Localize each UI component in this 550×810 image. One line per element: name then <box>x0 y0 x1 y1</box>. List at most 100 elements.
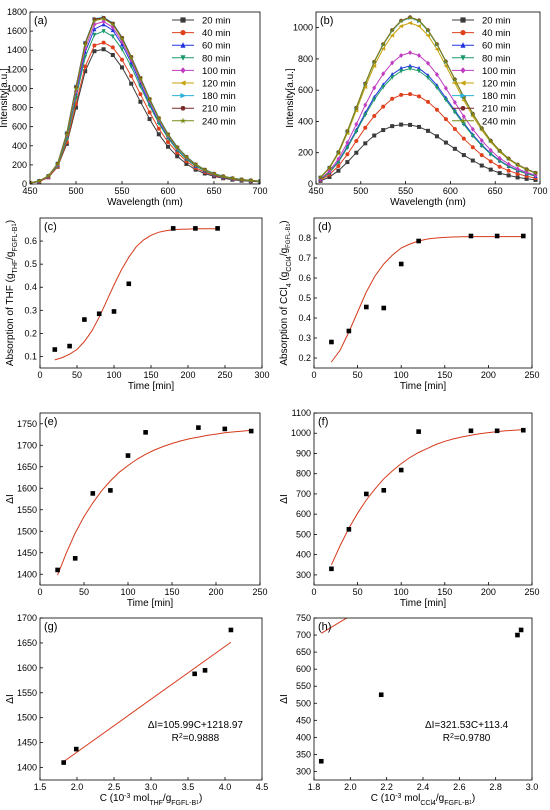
y-axis-title: ΔI <box>279 694 290 703</box>
data-point <box>211 170 217 177</box>
legend-marker <box>460 67 466 74</box>
data-point <box>408 66 413 72</box>
data-point <box>147 110 152 115</box>
data-point <box>479 125 485 131</box>
data-point <box>532 170 539 176</box>
data-point <box>202 668 208 673</box>
data-point <box>353 105 359 111</box>
legend-label: 210 min <box>482 104 516 115</box>
y-tick-label: 350 <box>296 749 311 759</box>
y-tick-label: 1550 <box>17 688 37 698</box>
x-axis-title: Wavelength (nm) <box>107 197 183 208</box>
y-tick-label: 1400 <box>17 763 37 773</box>
data-point <box>390 75 395 80</box>
y-tick-label: 0.8 <box>298 233 311 243</box>
panel-label: (d) <box>318 221 331 233</box>
x-axis-title: C (10-3 molTHF/gFGFL-B1) <box>100 793 203 807</box>
plot-frame <box>313 217 533 369</box>
x-tick-label: 1.8 <box>308 782 321 792</box>
data-point <box>398 467 404 473</box>
y-tick-label: 1200 <box>7 64 27 74</box>
data-point <box>434 72 439 78</box>
data-point <box>390 60 395 66</box>
data-point <box>524 176 529 181</box>
panel-label: (a) <box>34 15 47 27</box>
data-point <box>327 174 332 179</box>
data-point <box>326 164 333 171</box>
data-point <box>228 627 234 633</box>
data-point <box>166 144 170 149</box>
data-point <box>407 20 413 25</box>
data-point <box>452 110 457 115</box>
data-point <box>147 117 152 122</box>
data-point <box>346 527 352 532</box>
plot-frame <box>315 11 541 185</box>
x-title-sub: 1 <box>469 800 472 806</box>
y-title-part: Absorption of THF (g <box>5 273 16 366</box>
data-point <box>390 96 395 101</box>
x-tick-label: 2.5 <box>108 782 121 792</box>
data-point <box>248 177 254 183</box>
y-tick-label: 700 <box>296 630 311 640</box>
x-tick-label: 3.0 <box>526 782 539 792</box>
x-tick-label: 150 <box>437 370 452 380</box>
data-point <box>193 226 198 231</box>
data-point <box>92 43 97 48</box>
data-point <box>229 175 236 181</box>
plot-frame <box>313 412 533 586</box>
data-point <box>372 97 377 103</box>
legend-label: 180 min <box>482 91 516 102</box>
y-tick-label: 0.7 <box>298 253 311 263</box>
plot-data <box>55 425 254 576</box>
y-tick-label: 0.6 <box>24 236 37 246</box>
y-tick-label: 0.4 <box>298 313 311 323</box>
fit-curve <box>57 429 252 576</box>
y-tick-label: 1650 <box>17 462 37 472</box>
x-axis-title: Time [min] <box>127 598 174 609</box>
x-tick-label: 50 <box>72 370 82 380</box>
data-point <box>417 94 422 99</box>
data-point <box>363 141 368 146</box>
x-tick-label: 200 <box>481 370 496 380</box>
x-tick-label: 200 <box>481 587 496 597</box>
data-point <box>497 159 502 164</box>
y-tick-label: 1450 <box>17 738 37 748</box>
y-tick-label: 450 <box>296 715 311 725</box>
y-tick-label: 0 <box>308 179 313 189</box>
x-tick-label: 4.5 <box>256 782 269 792</box>
x-tick-label: 0 <box>37 587 42 597</box>
data-point <box>101 47 106 52</box>
data-point <box>417 68 422 74</box>
r2-sup: 2 <box>450 733 454 740</box>
plot-frame <box>313 617 533 781</box>
y-axis-title: Intensity[a.u.] <box>0 68 10 128</box>
data-point <box>165 131 171 138</box>
legend-label: 120 min <box>202 79 236 90</box>
x-tick-label: 250 <box>524 370 539 380</box>
data-point <box>257 178 260 184</box>
data-point <box>426 99 430 104</box>
data-point <box>443 140 448 145</box>
r2-part: =0.9888 <box>183 733 220 744</box>
data-point <box>426 75 430 81</box>
y-axis-title: Intensity[a.u.] <box>285 68 296 128</box>
data-point <box>73 746 79 752</box>
data-point <box>238 176 245 182</box>
x-tick-label: 500 <box>353 186 368 196</box>
data-point <box>192 161 199 167</box>
y-title-sub: CCl4 <box>286 256 293 272</box>
legend-marker <box>460 93 467 99</box>
x-tick-label: 50 <box>353 587 363 597</box>
legend-marker <box>179 80 186 86</box>
y-title-sub: 1 <box>12 223 18 227</box>
x-title-sup: -3 <box>124 793 130 800</box>
data-point <box>318 758 324 764</box>
data-point <box>346 328 352 334</box>
r2-part: R <box>443 733 450 744</box>
x-tick-label: 450 <box>308 186 323 196</box>
plot-data <box>329 427 526 572</box>
x-tick-label: 550 <box>114 186 129 196</box>
data-point <box>518 627 524 633</box>
legend-label: 20 min <box>482 16 511 27</box>
